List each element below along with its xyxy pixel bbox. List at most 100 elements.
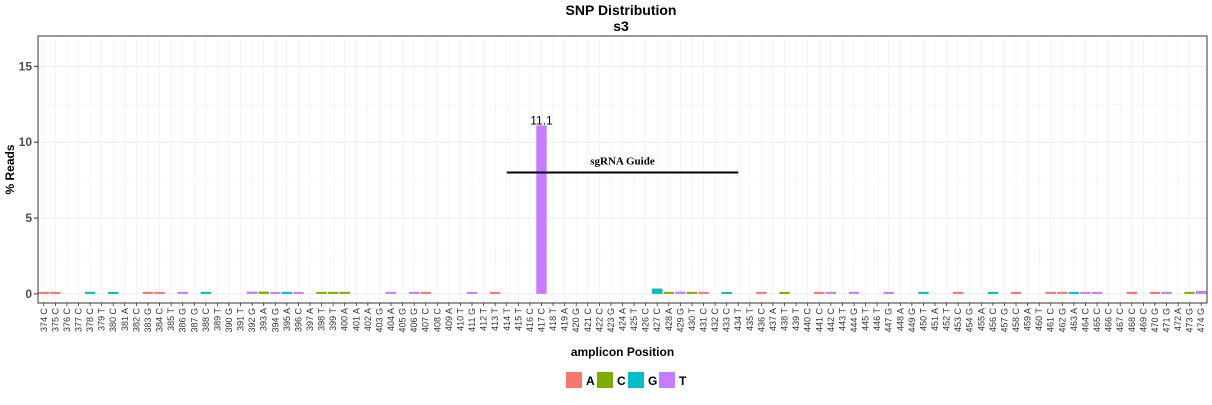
x-tick-label: 442 C — [826, 308, 836, 333]
bar-A — [1010, 291, 1022, 294]
x-tick-label: 414 T — [502, 308, 512, 331]
x-tick-label: 384 C — [155, 308, 165, 333]
x-tick-label: 396 C — [293, 308, 303, 333]
x-tick-label: 418 T — [548, 308, 558, 331]
bar-A — [698, 291, 709, 294]
x-tick-label: 445 T — [861, 308, 871, 331]
x-tick-label: 398 T — [317, 308, 327, 331]
x-tick-label: 457 G — [999, 308, 1009, 333]
bar-T — [883, 291, 894, 294]
x-tick-label: 413 T — [490, 308, 500, 331]
x-tick-label: 402 A — [363, 308, 373, 331]
x-tick-label: 388 C — [201, 308, 211, 333]
x-tick-label: 436 C — [756, 308, 766, 333]
bar-T — [408, 291, 420, 294]
bar-T — [293, 291, 304, 294]
bar-T — [536, 125, 547, 294]
x-tick-label: 434 T — [733, 308, 743, 331]
x-tick-label: 408 C — [432, 308, 442, 333]
bar-T — [246, 291, 258, 294]
x-tick-label: 428 A — [664, 308, 674, 331]
x-tick-label: 451 A — [930, 308, 940, 331]
x-tick-label: 399 T — [328, 308, 338, 331]
x-tick-label: 415 T — [513, 308, 523, 331]
x-tick-label: 438 T — [780, 308, 790, 331]
bar-C — [327, 291, 339, 294]
x-tick-label: 392 G — [247, 308, 257, 333]
x-tick-label: 430 T — [687, 308, 697, 331]
x-tick-label: 435 T — [745, 308, 755, 331]
bar-T — [825, 291, 837, 294]
x-tick-label: 410 T — [455, 308, 465, 331]
bar-G — [1068, 291, 1080, 294]
x-tick-label: 403 G — [374, 308, 384, 333]
bar-G — [200, 291, 212, 294]
bar-A — [489, 291, 501, 294]
x-tick-label: 464 C — [1080, 308, 1090, 333]
bar-C — [686, 291, 698, 294]
x-tick-label: 417 C — [536, 308, 546, 333]
bar-T — [675, 291, 686, 294]
x-tick-label: 463 A — [1069, 308, 1079, 331]
bar-A — [1149, 291, 1161, 294]
legend-key-A — [566, 372, 582, 388]
x-tick-label: 452 T — [942, 308, 952, 331]
legend-label-A: A — [586, 374, 595, 388]
x-tick-label: 453 C — [953, 308, 963, 333]
x-tick-label: 382 C — [131, 308, 141, 333]
x-tick-label: 433 C — [722, 308, 732, 333]
x-tick-label: 468 C — [1127, 308, 1137, 333]
x-tick-label: 440 C — [803, 308, 813, 333]
bar-T — [1196, 290, 1207, 294]
y-tick-label: 15 — [19, 59, 33, 73]
bar-G — [652, 288, 663, 294]
x-tick-label: 437 A — [768, 308, 778, 331]
x-tick-label: 460 T — [1034, 308, 1044, 331]
bar-C — [1184, 291, 1195, 294]
bar-C — [663, 291, 675, 294]
x-tick-label: 474 G — [1196, 308, 1206, 333]
bar-A — [50, 291, 61, 294]
bar-T — [270, 291, 281, 294]
x-tick-label: 425 T — [629, 308, 639, 331]
x-tick-label: 469 C — [1138, 308, 1148, 333]
bar-C — [258, 291, 269, 294]
legend-label-T: T — [679, 374, 687, 388]
annotations: 11.1 sgRNA Guide — [506, 114, 739, 174]
x-tick-label: 471 G — [1161, 308, 1171, 333]
x-tick-label: 386 G — [178, 308, 188, 333]
x-tick-label: 459 A — [1023, 308, 1033, 331]
y-axis-title: % Reads — [3, 144, 17, 194]
x-tick-label: 456 C — [988, 308, 998, 333]
x-tick-label: 405 G — [398, 308, 408, 333]
x-tick-label: 395 A — [282, 308, 292, 331]
x-tick-label: 381 A — [120, 308, 130, 331]
x-tick-label: 472 A — [1173, 308, 1183, 331]
bar-C — [779, 291, 790, 294]
bar-T — [1091, 291, 1103, 294]
legend-key-C — [597, 372, 613, 388]
x-tick-label: 406 G — [409, 308, 419, 333]
bar-C — [316, 291, 327, 294]
x-tick-label: 447 G — [884, 308, 894, 333]
y-axis: 0 5 10 15 — [19, 59, 38, 301]
x-tick-label: 416 C — [525, 308, 535, 333]
x-tick-label: 391 T — [236, 308, 246, 331]
x-tick-label: 427 C — [652, 308, 662, 333]
x-tick-label: 383 G — [143, 308, 153, 333]
x-tick-label: 448 A — [895, 308, 905, 331]
x-tick-label: 389 T — [212, 308, 222, 331]
x-axis-title: amplicon Position — [571, 345, 674, 359]
bars — [38, 125, 1207, 294]
x-tick-label: 380 C — [108, 308, 118, 333]
sgrna-guide-label: sgRNA Guide — [590, 156, 655, 168]
x-tick-label: 422 C — [594, 308, 604, 333]
x-tick-label: 426 C — [641, 308, 651, 333]
y-tick-label: 5 — [25, 211, 32, 225]
x-tick-label: 421 C — [583, 308, 593, 333]
bar-G — [987, 291, 999, 294]
legend-key-G — [628, 372, 644, 388]
x-tick-label: 462 G — [1057, 308, 1067, 333]
x-tick-label: 446 T — [872, 308, 882, 331]
